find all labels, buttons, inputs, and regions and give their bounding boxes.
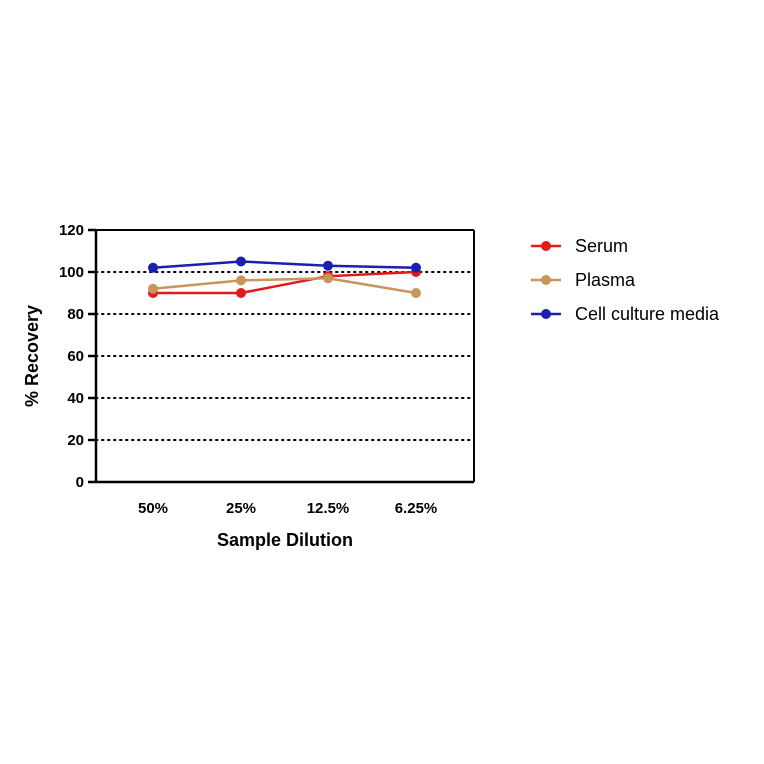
x-axis-ticks: 50% 25% 12.5% 6.25% (138, 500, 437, 517)
data-point (236, 275, 246, 286)
series-line (152, 260, 417, 270)
y-tick-label: 60 (67, 348, 84, 365)
series-line (152, 277, 417, 295)
y-axis-ticks: 0 20 40 60 80 100 120 (59, 222, 96, 491)
series-cell-culture-media (148, 256, 421, 273)
x-tick-label: 25% (226, 500, 256, 517)
legend: Serum Plasma Cell culture media (531, 236, 720, 324)
data-point (411, 288, 421, 298)
y-tick-label: 80 (67, 306, 84, 323)
legend-item: Cell culture media (531, 304, 720, 324)
x-tick-label: 50% (138, 500, 168, 517)
data-point (411, 262, 421, 273)
data-point (148, 283, 158, 294)
legend-item: Plasma (531, 270, 636, 290)
y-axis-title: % Recovery (22, 305, 42, 407)
legend-label: Plasma (575, 270, 636, 290)
y-tick-label: 120 (59, 222, 84, 239)
data-point (323, 260, 333, 271)
legend-label: Serum (575, 236, 628, 256)
x-tick-label: 6.25% (395, 500, 438, 517)
y-tick-label: 100 (59, 264, 84, 281)
x-tick-label: 12.5% (307, 500, 350, 517)
x-axis-title: Sample Dilution (217, 530, 353, 550)
series-line (153, 270, 417, 295)
y-tick-label: 40 (67, 390, 84, 407)
legend-marker (541, 275, 551, 285)
legend-label: Cell culture media (575, 304, 720, 324)
legend-marker (541, 241, 551, 251)
legend-marker (541, 309, 551, 319)
series-plasma (148, 273, 421, 298)
y-tick-label: 20 (67, 432, 84, 449)
data-point (236, 256, 246, 267)
y-tick-label: 0 (76, 474, 84, 491)
data-point (323, 273, 333, 284)
data-point (148, 262, 158, 273)
series (148, 256, 421, 298)
legend-item: Serum (531, 236, 628, 256)
data-point (236, 288, 246, 298)
